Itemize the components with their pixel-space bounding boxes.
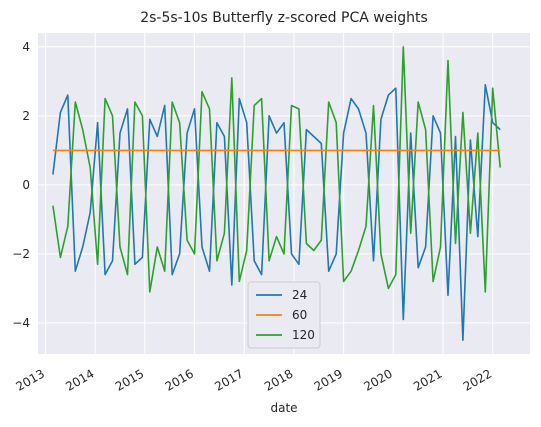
y-tick-label: 2 (22, 109, 30, 123)
chart-title: 2s-5s-10s Butterfly z-scored PCA weights (140, 10, 428, 26)
series-line-24 (52, 84, 501, 342)
x-axis-label: date (270, 401, 297, 415)
series-lines (52, 45, 501, 342)
legend-label-120: 120 (292, 328, 315, 342)
y-tick-label: −2 (12, 247, 30, 261)
series-line-120 (52, 45, 501, 293)
grid-lines (38, 33, 530, 354)
legend-label-60: 60 (292, 308, 307, 322)
legend-label-24: 24 (292, 288, 307, 302)
y-tick-label: 4 (22, 40, 30, 54)
legend-box (247, 281, 321, 349)
y-tick-label: −4 (12, 316, 30, 330)
y-tick-label: 0 (22, 178, 30, 192)
legend: 24 60 120 (247, 281, 321, 349)
